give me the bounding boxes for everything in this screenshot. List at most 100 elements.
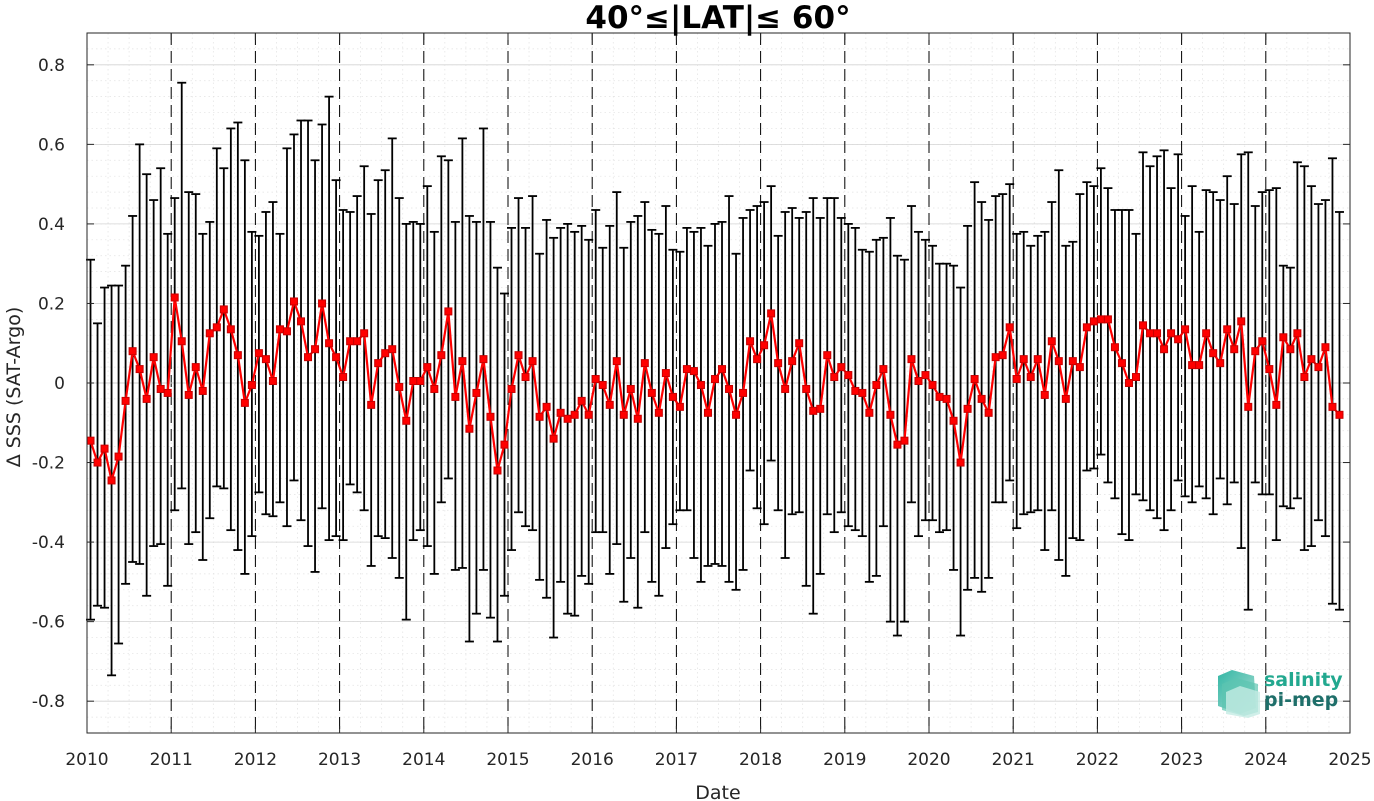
mean-marker (451, 392, 460, 401)
mean-marker (1005, 323, 1014, 332)
mean-marker (1279, 333, 1288, 342)
mean-marker (753, 355, 762, 364)
mean-marker (837, 363, 846, 372)
mean-marker (1286, 345, 1295, 354)
mean-marker (1188, 361, 1197, 370)
mean-marker (851, 386, 860, 395)
major-grid (87, 64, 1350, 702)
mean-marker (289, 297, 298, 306)
mean-marker (107, 476, 116, 485)
mean-marker (1061, 394, 1070, 403)
mean-marker (416, 377, 425, 386)
mean-marker (1335, 410, 1344, 419)
x-tick-label: 2013 (318, 750, 361, 770)
mean-marker (1293, 329, 1302, 338)
y-tick-label: -0.2 (32, 454, 65, 474)
mean-marker (703, 408, 712, 417)
mean-marker (226, 325, 235, 334)
mean-marker (661, 369, 670, 378)
mean-marker (907, 355, 916, 364)
mean-marker (304, 353, 313, 362)
mean-marker (739, 388, 748, 397)
mean-marker (191, 363, 200, 372)
mean-marker (339, 373, 348, 382)
mean-marker (1124, 379, 1133, 387)
mean-marker (311, 345, 320, 354)
x-tick-labels: 2010 2011 2012 2013 2014 2015 2016 2017 2018 2019… (65, 750, 1371, 770)
mean-marker (184, 390, 193, 399)
mean-marker (970, 375, 979, 384)
mean-marker (163, 388, 172, 397)
salinity-pimep-logo: salinity pi-mep (1218, 669, 1343, 718)
y-tick-label: 0.8 (38, 56, 65, 76)
mean-marker (640, 359, 649, 368)
logo-text-pimep: pi-mep (1264, 689, 1338, 711)
logo-text-salinity: salinity (1264, 669, 1343, 691)
x-tick-label: 2020 (907, 750, 950, 770)
x-tick-label: 2023 (1160, 750, 1203, 770)
mean-marker (205, 329, 214, 338)
chart-title: 40°≤|LAT|≤ 60° (585, 0, 850, 36)
mean-marker (437, 351, 446, 360)
mean-marker (1117, 359, 1126, 368)
mean-marker (781, 384, 790, 393)
mean-marker (395, 382, 404, 391)
mean-marker (570, 410, 579, 419)
mean-marker (556, 408, 565, 417)
y-tick-label: 0.4 (38, 215, 65, 235)
mean-marker (767, 309, 776, 318)
mean-marker (297, 317, 306, 326)
mean-marker (177, 337, 186, 346)
mean-marker (521, 373, 530, 382)
x-tick-label: 2024 (1244, 750, 1287, 770)
x-axis-title: Date (695, 782, 740, 801)
mean-marker (647, 388, 656, 397)
y-tick-label: 0.6 (38, 135, 65, 155)
x-tick-label: 2025 (1328, 750, 1371, 770)
mean-marker (1160, 345, 1169, 354)
mean-marker (121, 396, 130, 405)
y-tick-label: -0.4 (32, 533, 65, 553)
mean-marker (1209, 349, 1218, 358)
wave-stack-icon (1218, 670, 1260, 718)
mean-marker (318, 299, 327, 308)
mean-marker (472, 388, 481, 397)
mean-marker (325, 339, 334, 348)
mean-marker (914, 377, 923, 386)
mean-marker (1012, 375, 1021, 384)
mean-marker (149, 353, 158, 362)
mean-marker (577, 396, 586, 405)
mean-marker (275, 325, 284, 334)
y-tick-label: -0.6 (32, 613, 65, 633)
mean-marker (1195, 361, 1204, 370)
mean-marker (1026, 373, 1035, 382)
mean-marker (1272, 400, 1281, 409)
mean-marker (458, 357, 467, 366)
mean-marker (563, 414, 572, 423)
mean-marker (423, 363, 432, 372)
mean-marker (1258, 337, 1267, 346)
mean-marker (479, 355, 488, 364)
mean-marker (240, 398, 249, 407)
mean-marker (500, 440, 509, 449)
mean-marker (788, 357, 797, 366)
mean-marker (872, 380, 881, 389)
mean-marker (809, 406, 818, 415)
y-axis-title: Δ SSS (SAT-Argo) (3, 307, 25, 467)
mean-marker (718, 365, 727, 374)
mean-marker (977, 394, 986, 403)
x-tick-label: 2017 (655, 750, 698, 770)
mean-marker (198, 386, 207, 395)
mean-marker (816, 404, 825, 413)
mean-marker (261, 355, 270, 364)
mean-marker (282, 327, 291, 336)
mean-marker (668, 392, 677, 401)
mean-marker (710, 375, 719, 384)
mean-marker (402, 416, 411, 425)
mean-marker (949, 416, 958, 425)
mean-marker (1307, 355, 1316, 364)
x-tick-label: 2018 (739, 750, 782, 770)
mean-marker (675, 402, 684, 411)
y-tick-label: -0.8 (32, 692, 65, 712)
mean-marker (1216, 359, 1225, 368)
